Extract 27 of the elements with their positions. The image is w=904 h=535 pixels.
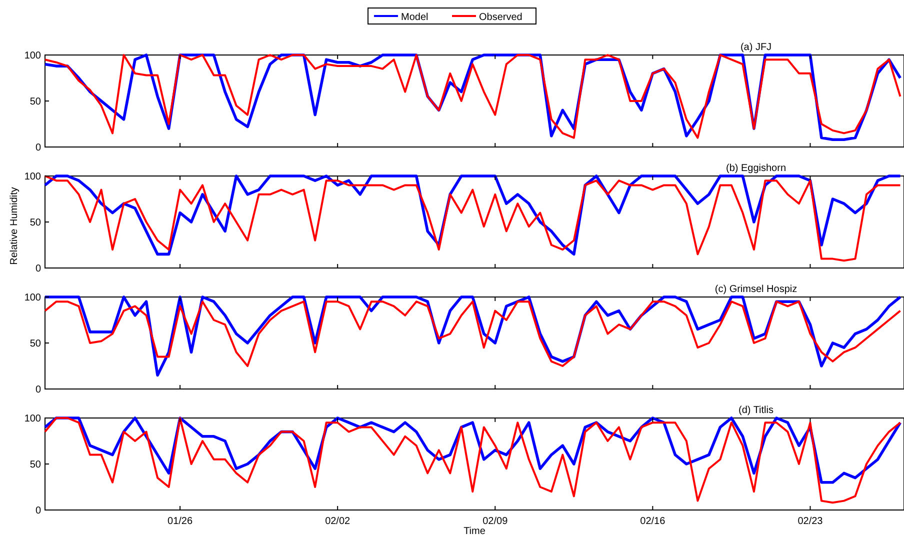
y-tick-label: 100 xyxy=(24,50,42,62)
y-axis-title: Relative Humidity xyxy=(9,187,20,265)
legend-label: Observed xyxy=(479,12,522,23)
y-tick-label: 0 xyxy=(35,142,42,154)
y-tick-label: 50 xyxy=(30,338,42,350)
y-tick-label: 100 xyxy=(24,292,42,304)
x-tick-label: 02/02 xyxy=(325,516,351,527)
y-tick-label: 50 xyxy=(30,218,42,228)
chart-title: (a) JFJ xyxy=(740,42,772,53)
x-tick-label: 02/23 xyxy=(798,516,824,527)
y-tick-label: 50 xyxy=(30,460,42,470)
x-tick-label: 01/26 xyxy=(168,516,193,527)
y-tick-label: 100 xyxy=(24,172,42,182)
chart-title: (d) Titlis xyxy=(738,405,774,416)
y-tick-label: 0 xyxy=(35,506,42,516)
legend-label: Model xyxy=(401,12,428,23)
y-tick-label: 0 xyxy=(35,384,42,396)
chart-title: (b) Eggishorn xyxy=(726,163,786,174)
y-tick-label: 0 xyxy=(35,264,42,274)
x-tick-label: 02/09 xyxy=(482,516,508,527)
x-axis-title: Time xyxy=(464,526,486,535)
line-series xyxy=(44,417,902,504)
y-tick-label: 100 xyxy=(24,414,42,424)
y-tick-label: 50 xyxy=(30,96,42,108)
x-tick-label: 02/16 xyxy=(640,516,666,527)
chart-title: (c) Grimsel Hospiz xyxy=(714,284,798,295)
line-series xyxy=(44,300,902,367)
